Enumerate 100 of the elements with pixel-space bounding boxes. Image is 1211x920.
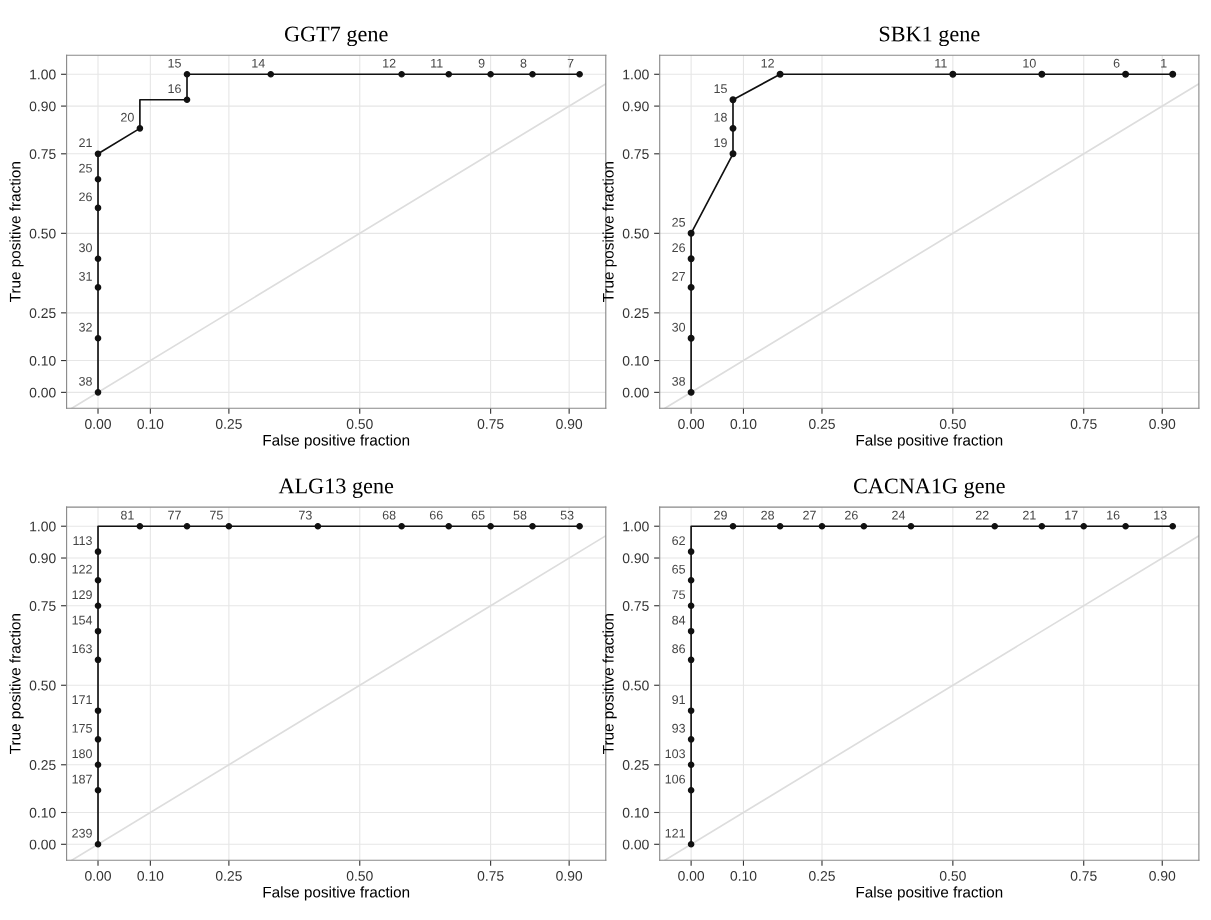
x-tick-label: 0.10 bbox=[730, 419, 757, 429]
annotation: 20 bbox=[121, 112, 134, 122]
point bbox=[576, 70, 583, 78]
y-tick-label: 0.90 bbox=[29, 101, 56, 112]
point bbox=[729, 96, 737, 104]
y-axis-title: True positive fraction bbox=[602, 614, 617, 754]
annotation: 15 bbox=[168, 58, 181, 68]
annotation: 21 bbox=[79, 138, 92, 148]
annotation: 129 bbox=[72, 590, 92, 600]
annotation: 30 bbox=[672, 322, 686, 332]
point bbox=[487, 70, 494, 78]
x-tick-label: 0.75 bbox=[1070, 419, 1097, 429]
point bbox=[94, 656, 102, 664]
x-tick-label: 0.75 bbox=[477, 870, 504, 881]
annotation: 32 bbox=[79, 322, 92, 332]
point bbox=[529, 70, 536, 78]
annotation: 11 bbox=[935, 58, 947, 68]
point bbox=[487, 522, 494, 530]
y-tick-label: 0.25 bbox=[622, 760, 649, 770]
annotation: 17 bbox=[1065, 510, 1078, 520]
x-tick-label: 0.25 bbox=[215, 870, 242, 881]
annotation: 18 bbox=[714, 112, 727, 122]
annotation: 12 bbox=[761, 58, 774, 68]
point bbox=[576, 522, 583, 530]
point bbox=[776, 70, 784, 78]
x-tick-label: 0.00 bbox=[678, 419, 705, 429]
point bbox=[1038, 522, 1046, 530]
annotation: 28 bbox=[761, 510, 775, 520]
annotation: 14 bbox=[252, 58, 265, 68]
point bbox=[776, 522, 784, 530]
annotation: 106 bbox=[665, 774, 686, 784]
point bbox=[94, 334, 102, 342]
point bbox=[687, 602, 695, 610]
chart-title: ALG13 gene bbox=[278, 478, 394, 499]
annotation: 10 bbox=[1023, 58, 1036, 68]
x-tick-label: 0.50 bbox=[939, 419, 966, 429]
point bbox=[687, 656, 695, 664]
annotation: 19 bbox=[714, 138, 727, 148]
annotation: 24 bbox=[892, 510, 906, 520]
y-axis-title: True positive fraction bbox=[9, 162, 24, 302]
point bbox=[949, 70, 957, 78]
x-tick-label: 0.50 bbox=[346, 870, 373, 881]
y-tick-label: 0.00 bbox=[622, 839, 649, 850]
annotation: 93 bbox=[672, 723, 686, 733]
point bbox=[267, 70, 275, 78]
annotation: 11 bbox=[431, 58, 443, 68]
annotation: 65 bbox=[471, 510, 485, 520]
x-tick-label: 0.25 bbox=[215, 419, 242, 429]
annotation: 12 bbox=[383, 58, 396, 68]
point bbox=[94, 284, 102, 291]
point bbox=[729, 150, 737, 158]
point bbox=[729, 522, 737, 530]
annotation: 75 bbox=[210, 510, 223, 520]
point bbox=[687, 761, 695, 769]
x-tick-label: 0.75 bbox=[1070, 870, 1097, 881]
x-tick-label: 0.50 bbox=[939, 870, 966, 881]
point bbox=[94, 576, 102, 584]
annotation: 38 bbox=[79, 376, 92, 386]
point bbox=[183, 522, 191, 530]
annotation: 31 bbox=[79, 271, 92, 281]
point bbox=[94, 602, 102, 610]
y-tick-label: 1.00 bbox=[30, 521, 56, 532]
point bbox=[687, 627, 695, 635]
point bbox=[687, 548, 695, 555]
y-tick-label: 0.75 bbox=[622, 149, 649, 159]
point bbox=[687, 229, 695, 237]
point bbox=[687, 841, 695, 848]
point bbox=[860, 522, 868, 530]
x-axis-title: False positive fraction bbox=[856, 434, 1003, 449]
point bbox=[818, 522, 826, 530]
y-tick-label: 0.10 bbox=[622, 355, 649, 366]
x-tick-label: 0.25 bbox=[809, 419, 835, 429]
y-tick-label: 0.50 bbox=[622, 680, 649, 691]
point bbox=[136, 522, 144, 530]
annotation: 16 bbox=[1107, 510, 1120, 520]
point bbox=[687, 576, 695, 584]
y-tick-label: 0.90 bbox=[622, 553, 649, 564]
x-tick-label: 0.90 bbox=[1149, 419, 1176, 429]
annotation: 122 bbox=[72, 564, 92, 574]
point bbox=[1169, 70, 1177, 78]
x-tick-label: 0.00 bbox=[678, 870, 705, 881]
x-tick-label: 0.10 bbox=[137, 870, 164, 881]
point bbox=[94, 627, 102, 635]
annotation: 175 bbox=[72, 723, 92, 733]
annotation: 29 bbox=[714, 510, 727, 520]
annotation: 65 bbox=[672, 564, 686, 574]
annotation: 38 bbox=[672, 376, 686, 386]
point bbox=[398, 70, 405, 78]
point bbox=[687, 255, 695, 263]
annotation: 121 bbox=[665, 828, 685, 838]
annotation: 103 bbox=[665, 749, 686, 759]
y-tick-label: 0.10 bbox=[29, 807, 56, 818]
annotation: 15 bbox=[714, 84, 727, 94]
y-tick-label: 0.25 bbox=[29, 308, 56, 319]
point bbox=[94, 707, 102, 714]
annotation: 113 bbox=[73, 536, 92, 546]
y-tick-label: 0.75 bbox=[29, 149, 56, 159]
annotation: 21 bbox=[1023, 510, 1036, 520]
x-axis-title: False positive fraction bbox=[856, 886, 1003, 901]
y-tick-label: 0.10 bbox=[29, 355, 56, 366]
